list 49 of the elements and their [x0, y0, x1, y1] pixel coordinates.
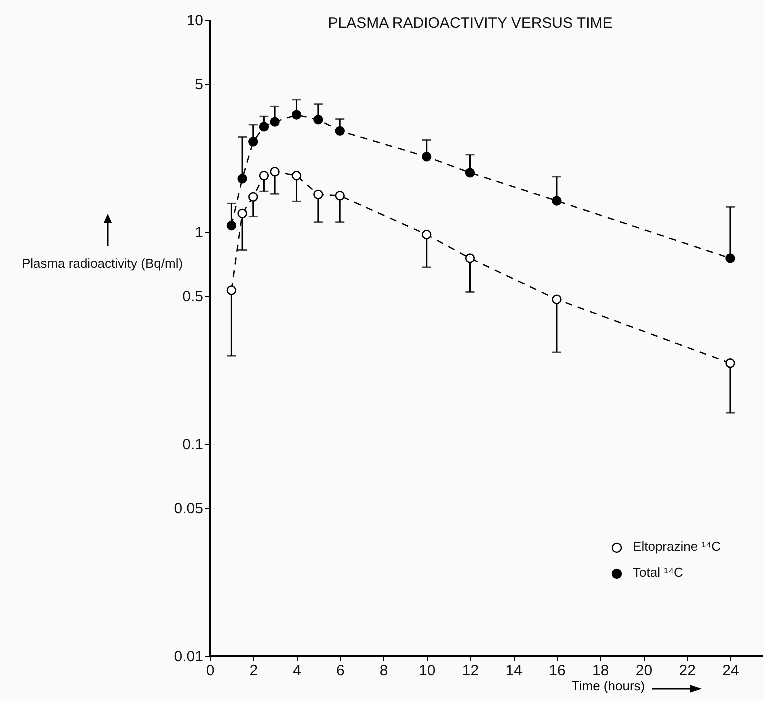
point [335, 126, 345, 136]
x-tick-label: 22 [679, 662, 696, 680]
point [292, 171, 302, 181]
x-tick-label: 0 [206, 662, 215, 680]
point [226, 286, 237, 296]
point [552, 196, 562, 206]
y-tick-label: 5 [195, 76, 204, 94]
point [314, 190, 324, 200]
x-tick-label: 24 [722, 662, 740, 680]
x-tick-label: 4 [293, 662, 302, 680]
x-tick-label: 12 [462, 662, 480, 680]
y-tick-label: 0.1 [182, 436, 204, 454]
point [422, 230, 432, 240]
point [422, 152, 432, 162]
x-tick-label: 10 [419, 662, 436, 680]
x-axis-title: Time (hours) [572, 678, 646, 694]
y-axis-title: Plasma radioactivity (Bq/ml) [20, 255, 184, 272]
point [465, 168, 476, 178]
point [552, 294, 562, 304]
point [238, 174, 248, 184]
point [292, 110, 302, 120]
point [259, 171, 270, 181]
x-tick-label: 18 [592, 662, 610, 680]
x-tick-label: 2 [250, 662, 258, 680]
x-tick-label: 6 [336, 662, 345, 680]
y-tick-label: 1 [195, 224, 204, 242]
point [726, 254, 736, 264]
x-tick-label: 14 [506, 662, 522, 680]
point [238, 208, 248, 219]
point [335, 191, 345, 201]
point [314, 115, 324, 125]
y-tick-label: 10 [186, 12, 204, 30]
point [248, 192, 258, 202]
legend-label: Eltoprazine ¹⁴C [633, 539, 721, 554]
point [259, 122, 270, 132]
point [465, 254, 476, 264]
point [226, 220, 237, 231]
point [270, 117, 280, 127]
point [270, 167, 280, 177]
x-tick-label: 16 [549, 662, 566, 680]
point [248, 137, 258, 147]
chart-title: PLASMA RADIOACTIVITY VERSUS TIME [328, 15, 613, 32]
y-tick-label: 0.05 [174, 500, 204, 518]
legend-label: Total ¹⁴C [633, 565, 684, 580]
point [726, 358, 736, 368]
x-tick-label: 20 [636, 662, 653, 680]
y-tick-label: 0.01 [174, 648, 204, 666]
y-tick-label: 0.5 [182, 288, 204, 306]
x-tick-label: 8 [380, 662, 388, 680]
